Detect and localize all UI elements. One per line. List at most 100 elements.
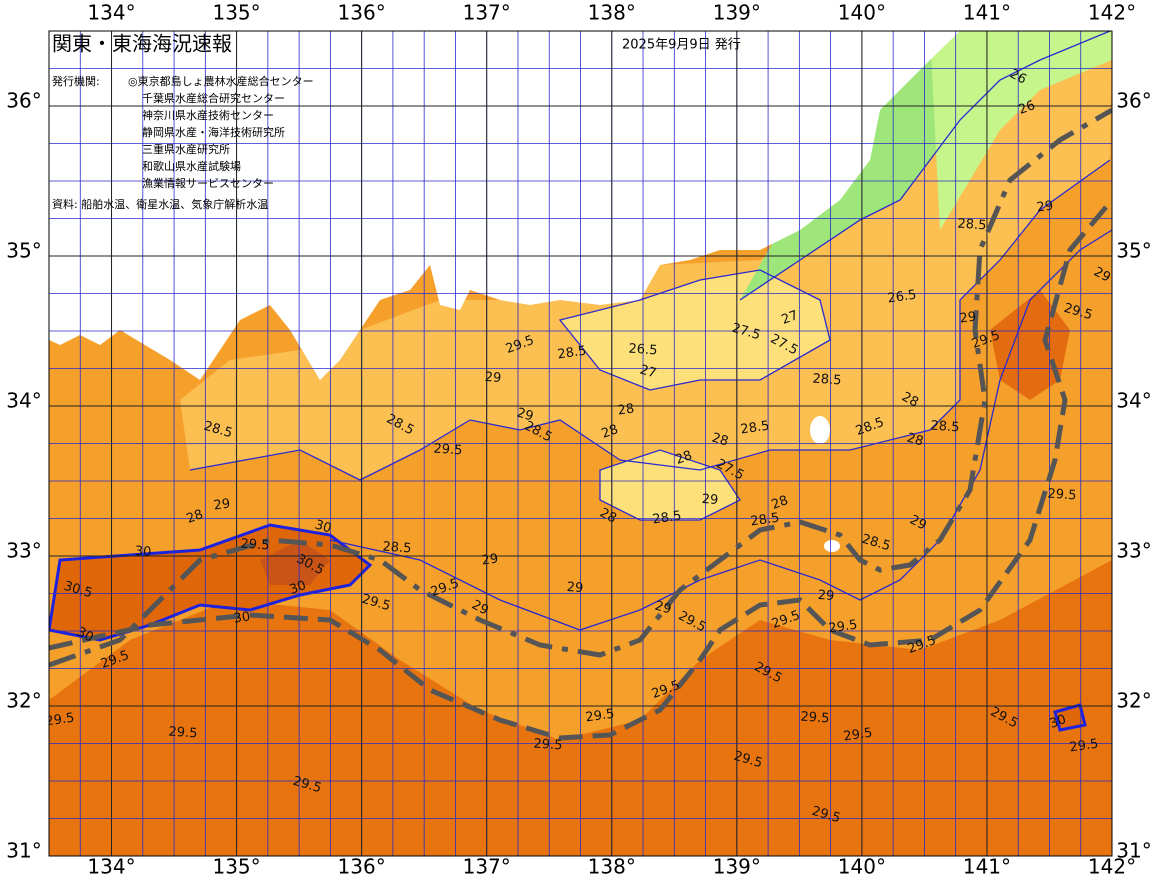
isotherm-label: 29.5	[585, 707, 616, 726]
lat-tick-label: 31°	[6, 839, 41, 863]
isotherm-label: 30	[288, 578, 309, 598]
lon-tick-label: 138°	[588, 1, 636, 25]
warm-region	[49, 560, 1112, 856]
agency: 三重県水産研究所	[142, 142, 230, 156]
lon-tick-label: 139°	[713, 1, 761, 25]
warm-region	[990, 290, 1070, 400]
isotherm-label: 29.5	[1047, 487, 1077, 504]
isotherm-label: 28.5	[740, 419, 771, 438]
isotherm-label: 26	[1007, 66, 1029, 87]
lon-tick-label: 139°	[713, 855, 761, 879]
agency: 神奈川県水産技術センター	[142, 108, 274, 122]
lat-tick-label: 36°	[1116, 89, 1151, 113]
isotherm-label: 28	[905, 431, 925, 450]
isotherm-label: 29	[653, 599, 673, 618]
lon-tick-label: 137°	[463, 855, 511, 879]
lon-tick-label: 138°	[588, 855, 636, 879]
isotherm-label: 29.5	[843, 726, 874, 745]
warm-core	[260, 540, 330, 585]
island	[810, 416, 830, 444]
isotherm-label: 29	[907, 512, 929, 533]
cold-region	[930, 31, 1112, 230]
lon-tick-label: 142°	[1088, 855, 1136, 879]
isotherms	[189, 31, 1112, 631]
isotherm-label: 30	[313, 518, 333, 537]
isotherm-label: 28	[600, 422, 621, 442]
lon-tick-label: 140°	[838, 1, 886, 25]
cold-region	[600, 450, 740, 520]
cold-region	[560, 270, 830, 390]
agency: 和歌山県水産試験場	[142, 159, 241, 173]
isotherm-label: 27	[638, 363, 658, 382]
isotherm-label: 28	[710, 431, 730, 450]
isotherm-label: 29.5	[168, 725, 198, 742]
isotherm-label: 29	[213, 496, 231, 513]
isotherm-label: 29.5	[240, 537, 270, 554]
isotherm-label: 28	[899, 389, 921, 410]
isotherm-label: 28	[185, 507, 206, 527]
map-frame	[48, 30, 1113, 857]
isotherm-label: 29	[959, 309, 977, 326]
lon-tick-label: 135°	[212, 855, 260, 879]
land	[49, 31, 960, 380]
isotherm-label: 30	[233, 609, 251, 626]
isotherm-label: 28.5	[750, 511, 781, 530]
agency: 静岡県水産・海洋技術研究所	[142, 125, 285, 139]
lat-tick-label: 35°	[6, 239, 41, 263]
isotherm-label: 27	[780, 308, 801, 328]
lon-tick-label: 136°	[338, 1, 386, 25]
issue-date: 2025年9月9日 発行	[622, 38, 741, 53]
isotherm-label: 29	[1036, 198, 1054, 215]
graticule	[49, 31, 1112, 856]
isotherm-label: 29	[515, 406, 535, 425]
isotherm-label: 28.5	[930, 419, 960, 436]
isotherm-label: 29	[701, 492, 719, 508]
isotherm-label: 29	[469, 597, 491, 618]
current-edge-north	[49, 107, 1112, 668]
title: 関東・東海海況速報	[52, 32, 232, 56]
lon-tick-label: 135°	[212, 1, 260, 25]
isotherm-label: 28.5	[382, 540, 412, 557]
isotherm-label: 29	[481, 551, 499, 568]
lat-tick-label: 32°	[6, 689, 41, 713]
isotherm-label: 28	[617, 401, 635, 418]
island	[824, 540, 840, 552]
source: 資料: 船舶水温、衛星水温、気象庁解析水温	[52, 197, 268, 211]
lon-tick-label: 141°	[963, 1, 1011, 25]
lon-tick-label: 142°	[1088, 1, 1136, 25]
lon-tick-label: 140°	[838, 855, 886, 879]
warm-core	[1053, 703, 1087, 732]
isotherm-label: 29	[817, 588, 835, 604]
agency: ◎東京都島しょ農林水産総合センター	[128, 74, 314, 88]
lat-tick-label: 34°	[6, 389, 41, 413]
isotherm-label: 26	[1017, 98, 1038, 118]
lon-tick-label: 136°	[338, 855, 386, 879]
agencies-label: 発行機関:	[52, 74, 100, 88]
lat-tick-label: 33°	[1116, 539, 1151, 563]
isotherm-label: 30	[134, 544, 152, 560]
lon-tick-label: 137°	[463, 1, 511, 25]
isotherm-label: 29	[1091, 264, 1113, 285]
map-body: 29.5 28.5 29 29 28.5 28 28 29.5 28.5 28.5 28 29 29.5…	[45, 31, 1113, 856]
isotherm-label: 29	[566, 580, 584, 596]
lon-tick-label: 141°	[963, 855, 1011, 879]
isotherm-label: 29.5	[45, 711, 76, 730]
isotherm-label: 28.5	[557, 344, 588, 363]
isotherm-label: 28	[597, 505, 619, 526]
axis-ticks: 134° 134° 135° 135° 136° 136° 137° 137° 138° 138°…	[6, 1, 1151, 879]
lon-tick-label: 134°	[87, 855, 135, 879]
isotherm-label: 30	[1048, 712, 1069, 732]
cold-region	[740, 31, 1110, 300]
isotherm-label: 28	[674, 448, 695, 468]
lat-tick-label: 34°	[1116, 389, 1151, 413]
lat-tick-label: 33°	[6, 539, 41, 563]
isotherm-label: 29.5	[533, 737, 563, 754]
lon-tick-label: 134°	[87, 1, 135, 25]
lat-tick-label: 31°	[1116, 839, 1151, 863]
agency-list: ◎東京都島しょ農林水産総合センター千葉県水産総合研究センター神奈川県水産技術セン…	[128, 74, 314, 190]
lat-tick-label: 36°	[6, 89, 41, 113]
isotherm-label: 30	[74, 624, 96, 645]
isotherm-label: 28.5	[812, 372, 842, 389]
lat-tick-label: 32°	[1116, 689, 1151, 713]
isotherm-label: 26.5	[887, 288, 918, 307]
